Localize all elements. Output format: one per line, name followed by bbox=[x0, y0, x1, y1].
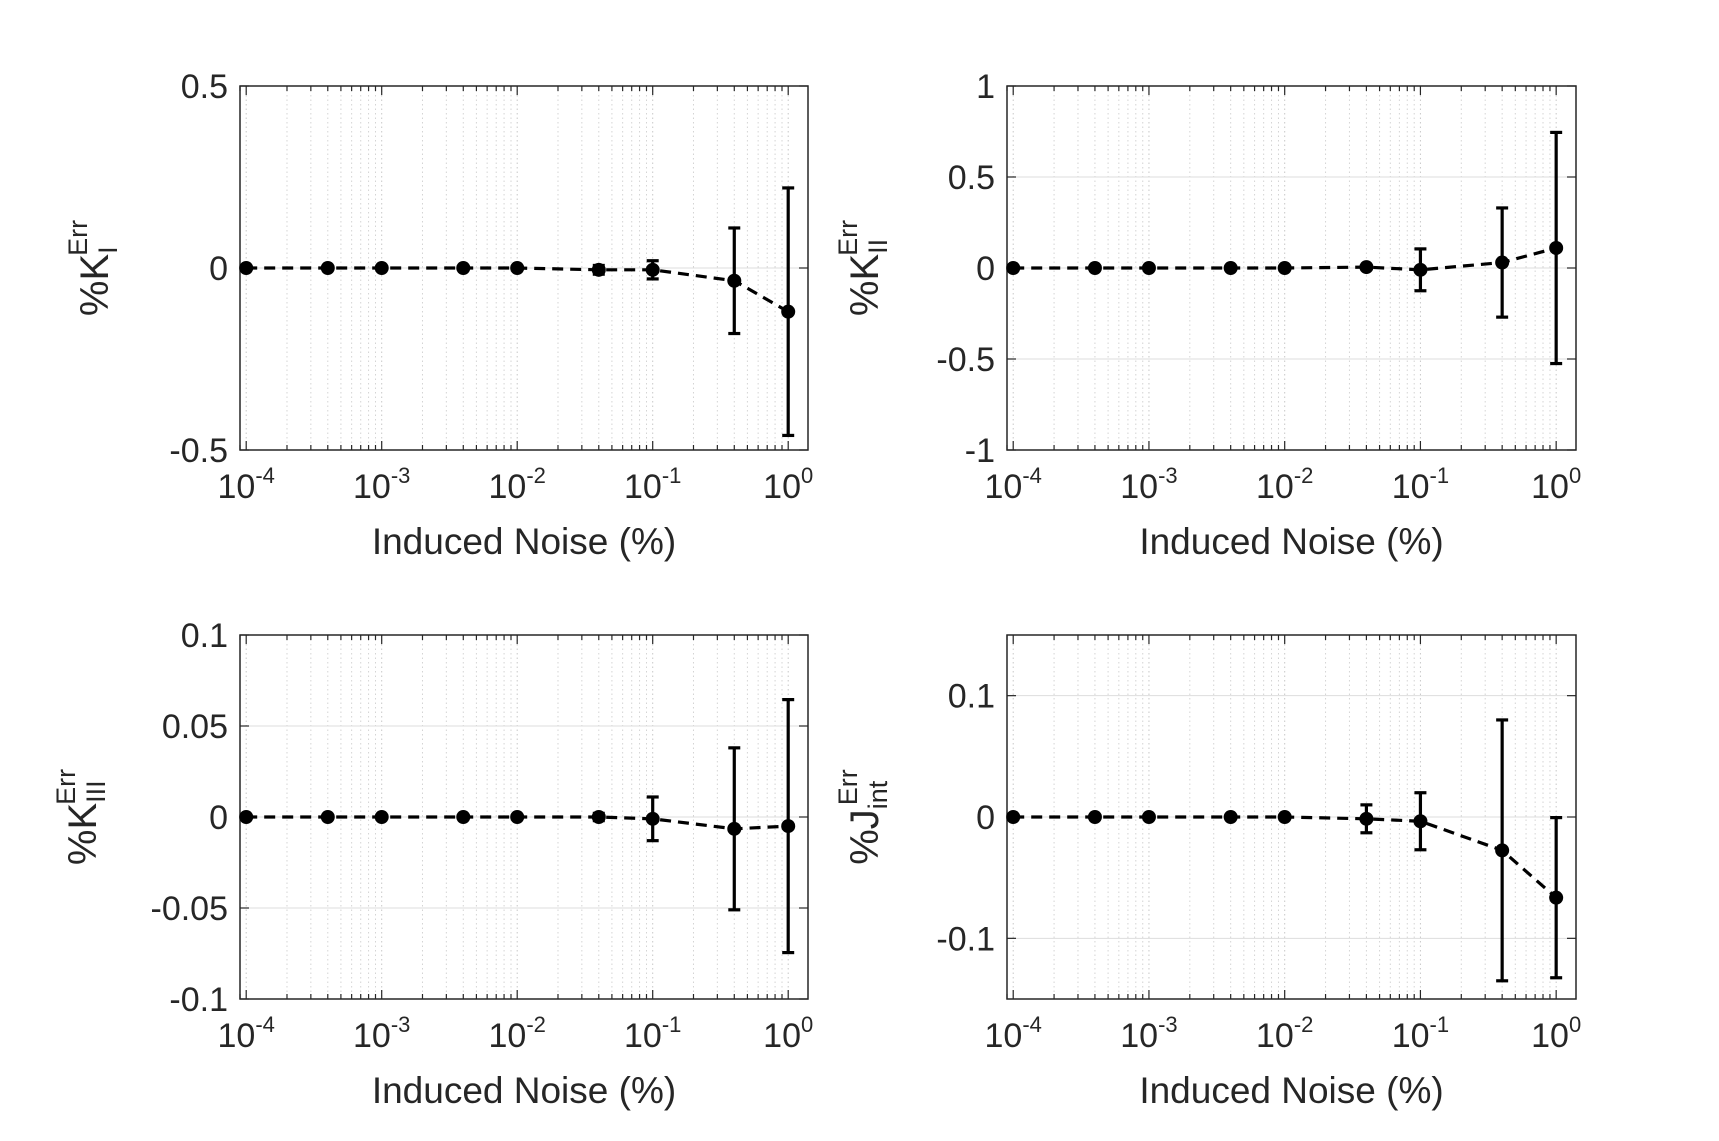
data-point bbox=[645, 811, 660, 826]
x-tick-label: 10-1 bbox=[624, 1012, 681, 1055]
data-point bbox=[1087, 261, 1102, 275]
data-point bbox=[781, 819, 796, 834]
data-point bbox=[1359, 811, 1374, 826]
data-point bbox=[374, 261, 389, 275]
x-tick-label: 10-4 bbox=[985, 463, 1042, 506]
data-point bbox=[1087, 810, 1102, 824]
x-tick-label: 100 bbox=[1531, 1012, 1581, 1055]
y-tick-label: 0.1 bbox=[948, 678, 995, 716]
x-tick-label: 10-4 bbox=[218, 463, 275, 506]
data-point bbox=[1549, 890, 1564, 905]
data-point bbox=[1141, 810, 1156, 824]
x-tick-label: 10-3 bbox=[353, 1012, 410, 1055]
data-point bbox=[239, 810, 254, 824]
x-tick-label: 10-4 bbox=[218, 1012, 275, 1055]
y-tick-label: 0 bbox=[209, 799, 228, 837]
data-point bbox=[1549, 240, 1564, 255]
data-point bbox=[1495, 255, 1510, 270]
x-tick-label: 10-2 bbox=[489, 463, 546, 506]
x-axis-label: Induced Noise (%) bbox=[1139, 1070, 1443, 1111]
y-tick-label: 0.1 bbox=[181, 617, 228, 655]
data-point bbox=[374, 810, 389, 824]
data-point bbox=[1359, 260, 1374, 275]
data-point bbox=[1006, 810, 1021, 824]
y-tick-label: -0.1 bbox=[169, 981, 228, 1019]
x-tick-label: 10-1 bbox=[1392, 1012, 1449, 1055]
y-tick-label: 0.05 bbox=[162, 708, 228, 746]
data-point bbox=[727, 821, 742, 836]
data-point bbox=[320, 810, 335, 824]
data-point bbox=[1006, 261, 1021, 275]
x-tick-label: 10-2 bbox=[489, 1012, 546, 1055]
y-axis-label: %JintErr bbox=[833, 769, 893, 865]
data-point bbox=[1223, 810, 1238, 824]
data-point bbox=[645, 262, 660, 277]
data-point bbox=[781, 304, 796, 319]
x-tick-label: 10-3 bbox=[353, 463, 410, 506]
x-tick-label: 100 bbox=[1531, 463, 1581, 506]
x-tick-label: 10-1 bbox=[624, 463, 681, 506]
x-axis-label: Induced Noise (%) bbox=[1139, 521, 1443, 562]
y-axis-label: %KIErr bbox=[63, 220, 123, 316]
y-tick-label: -0.5 bbox=[936, 341, 995, 379]
y-tick-label: -0.05 bbox=[151, 890, 229, 928]
data-point bbox=[1495, 843, 1510, 858]
y-tick-label: 0.5 bbox=[948, 159, 995, 197]
data-point bbox=[1413, 814, 1428, 829]
x-tick-label: 10-3 bbox=[1120, 463, 1177, 506]
x-tick-label: 100 bbox=[763, 1012, 813, 1055]
y-tick-label: -0.1 bbox=[936, 920, 995, 958]
data-point bbox=[1277, 261, 1292, 275]
x-tick-label: 10-3 bbox=[1120, 1012, 1177, 1055]
data-point bbox=[591, 262, 606, 277]
x-tick-label: 10-2 bbox=[1256, 1012, 1313, 1055]
y-tick-label: 0 bbox=[976, 250, 995, 288]
data-point bbox=[510, 810, 525, 824]
y-tick-label: 0.5 bbox=[181, 68, 228, 106]
chart-panel-4: 0.1 0 -0.1 10-4 10-3 10-2 10-1 100 Induced Noise… bbox=[833, 634, 1581, 1111]
data-point bbox=[591, 810, 606, 824]
chart-panel-2: 1 0.5 0 -0.5 -110-4 10-3 10-2 10-1 100 Induced No… bbox=[833, 68, 1581, 562]
data-point bbox=[456, 810, 471, 824]
y-tick-label: 1 bbox=[976, 68, 995, 106]
y-axis-label: %KIIIErr bbox=[51, 769, 111, 865]
x-axis-label: Induced Noise (%) bbox=[372, 1070, 676, 1111]
x-tick-label: 100 bbox=[763, 463, 813, 506]
data-point bbox=[1141, 261, 1156, 275]
data-point bbox=[1223, 261, 1238, 275]
data-point bbox=[320, 261, 335, 275]
chart-panel-1: 0.5 0 -0.510-4 10-3 10-2 10-1 100 Induced Noise… bbox=[63, 68, 813, 562]
y-axis-label: %KIIErr bbox=[833, 220, 893, 316]
data-point bbox=[1413, 262, 1428, 277]
chart-panel-3: 0.1 0.05 0 -0.05 -0.110-4 10-3 10-2 10-1 100 Indu… bbox=[51, 617, 813, 1111]
data-point bbox=[239, 261, 254, 275]
y-tick-label: -1 bbox=[965, 432, 995, 470]
x-tick-label: 10-1 bbox=[1392, 463, 1449, 506]
data-point bbox=[1277, 810, 1292, 824]
data-point bbox=[727, 273, 742, 288]
y-tick-label: 0 bbox=[209, 250, 228, 288]
data-point bbox=[510, 261, 525, 275]
data-point bbox=[456, 261, 471, 275]
y-tick-label: -0.5 bbox=[169, 432, 228, 470]
y-tick-label: 0 bbox=[976, 799, 995, 837]
x-tick-label: 10-2 bbox=[1256, 463, 1313, 506]
x-axis-label: Induced Noise (%) bbox=[372, 521, 676, 562]
x-tick-label: 10-4 bbox=[985, 1012, 1042, 1055]
